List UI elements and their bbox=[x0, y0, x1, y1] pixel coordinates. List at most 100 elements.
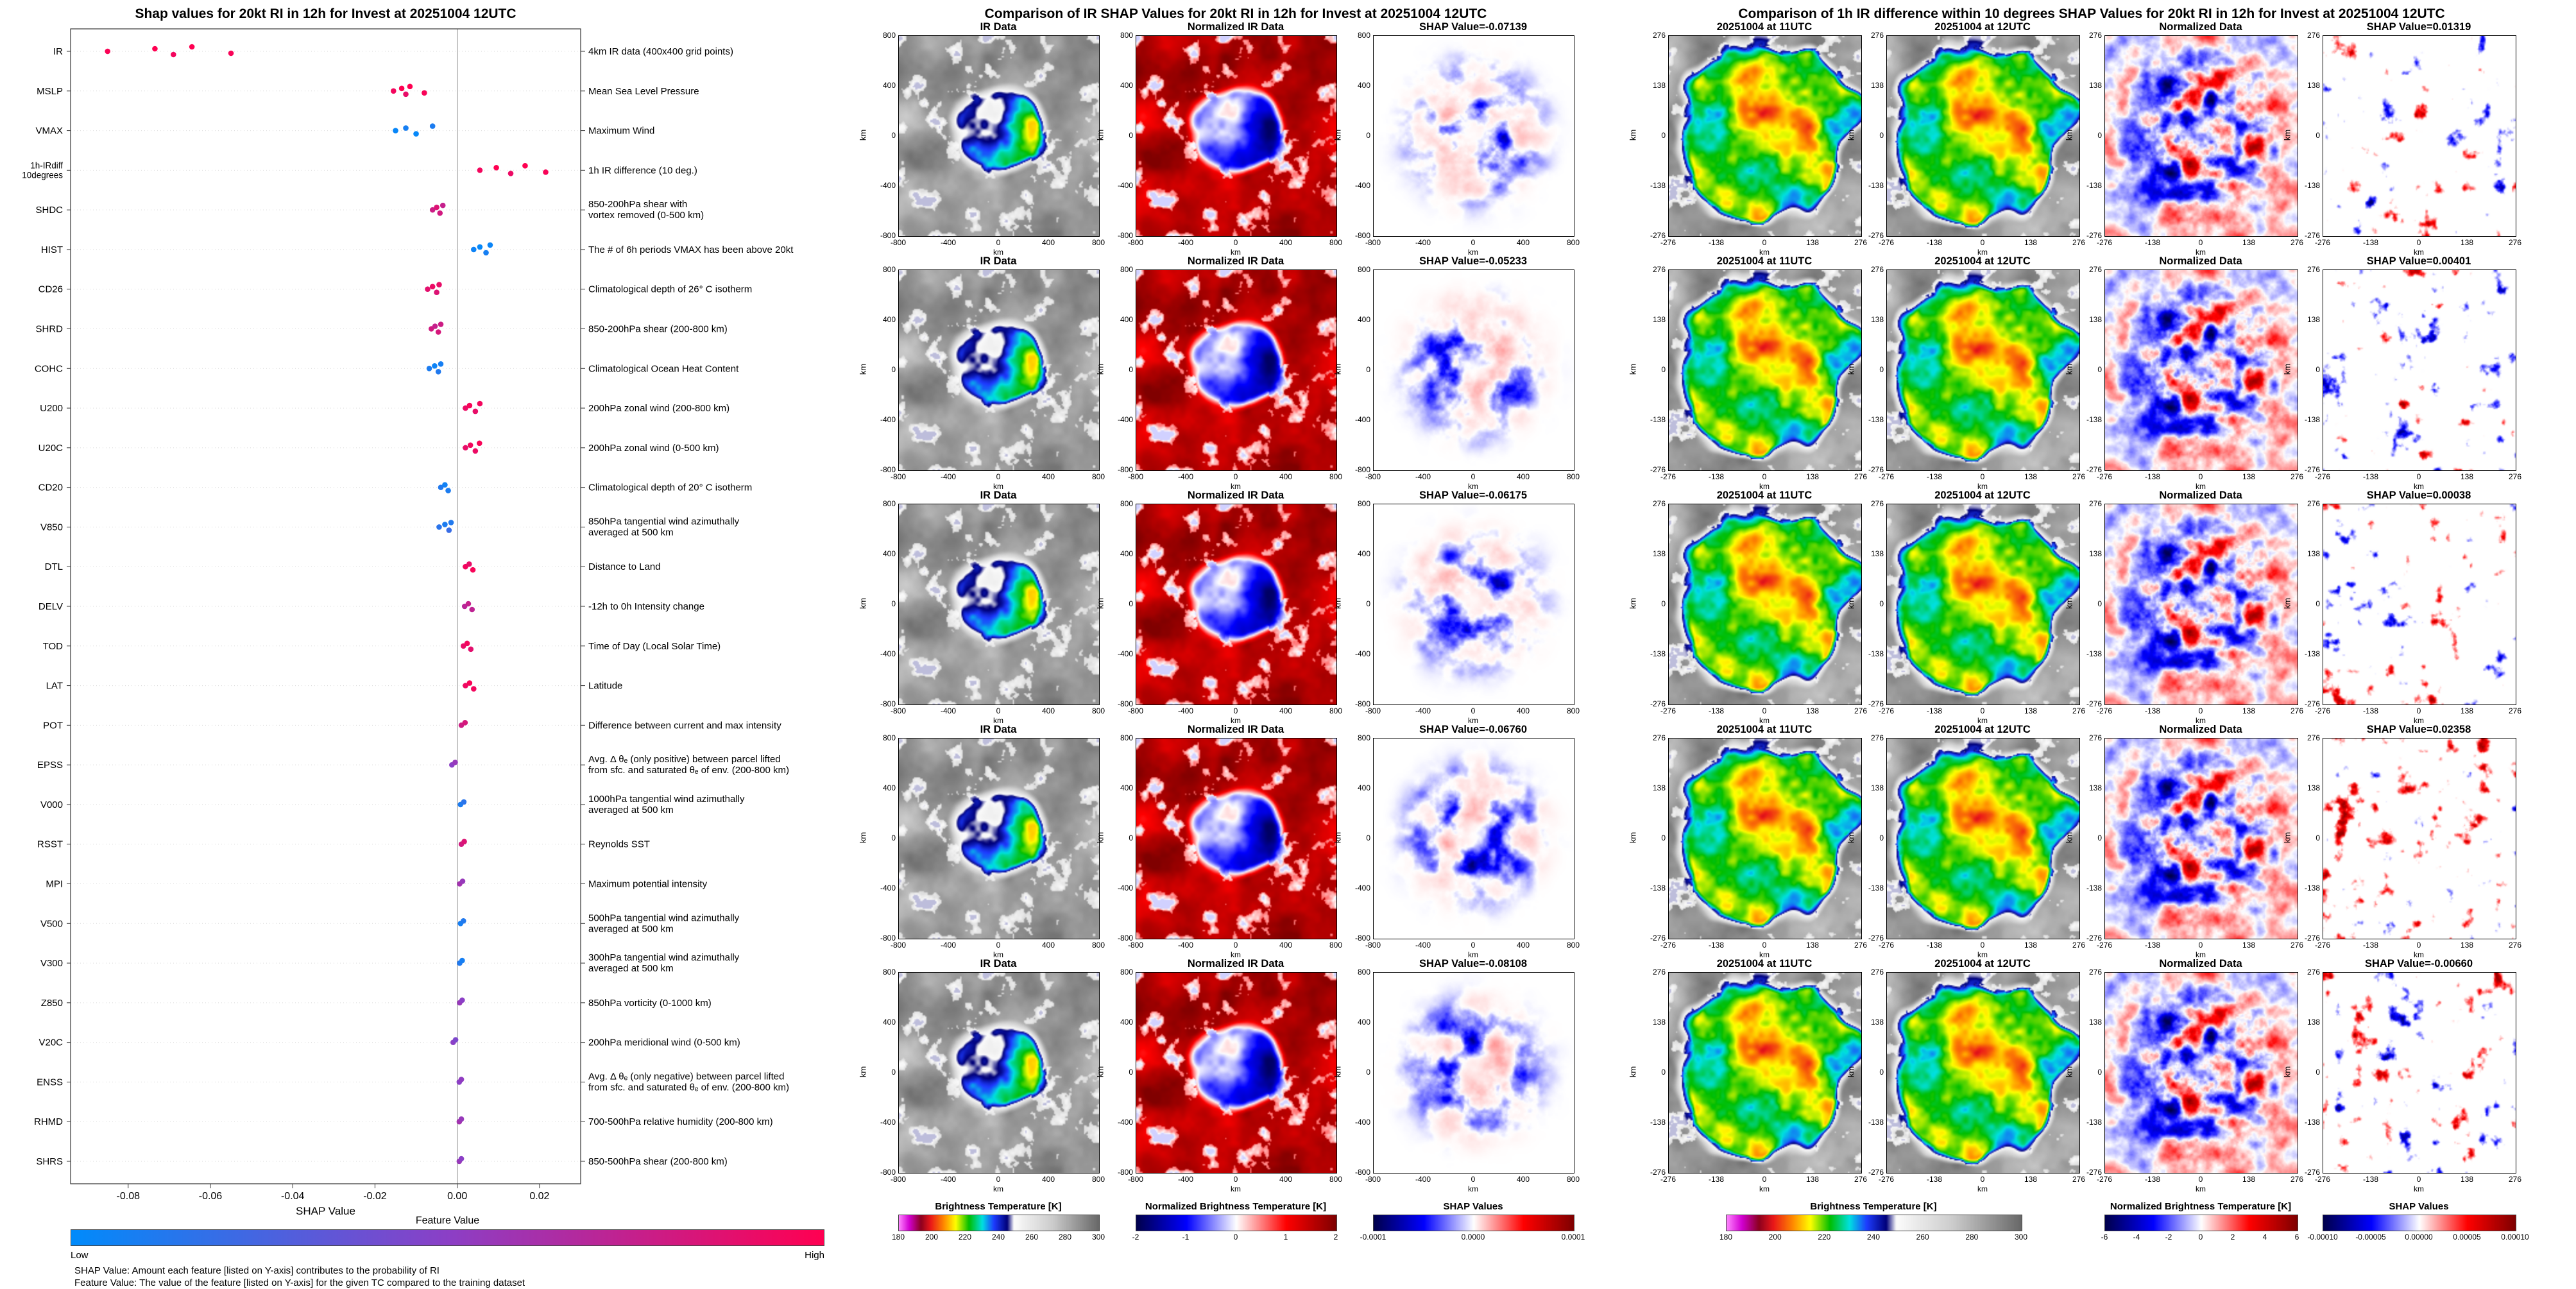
x-tick-label: 400 bbox=[1516, 941, 1530, 950]
x-tick-label: 0 bbox=[1471, 706, 1476, 715]
colorbar-tick-label: -0.00005 bbox=[2355, 1233, 2386, 1242]
y-tick-label: 276 bbox=[2088, 265, 2102, 274]
shap-point bbox=[438, 321, 444, 327]
colorbar-label: Normalized Brightness Temperature [K] bbox=[2110, 1201, 2292, 1212]
feature-annotation: 1h IR difference (10 deg.) bbox=[588, 165, 697, 176]
normalized-ir-image bbox=[1136, 972, 1337, 1174]
shap-point bbox=[429, 123, 436, 129]
y-tick-label: -800 bbox=[880, 1168, 896, 1177]
y-tick-label: 276 bbox=[2307, 733, 2320, 742]
y-tick-label: 800 bbox=[1120, 733, 1133, 742]
y-tick-label: -800 bbox=[1354, 699, 1370, 708]
x-tick-label: 0 bbox=[2198, 941, 2203, 950]
feature-annotation-line: Mean Sea Level Pressure bbox=[588, 86, 699, 97]
y-tick-label: 800 bbox=[1357, 968, 1370, 977]
subplot-title: IR Data bbox=[980, 724, 1017, 735]
feature-label: DELV bbox=[38, 601, 63, 612]
feature-label: CD20 bbox=[38, 482, 63, 493]
feature-label-line: V850 bbox=[40, 522, 63, 533]
x-tick-label: 276 bbox=[1854, 472, 1868, 481]
x-tick-label: 800 bbox=[1566, 238, 1580, 247]
y-tick-label: 0 bbox=[1879, 131, 1884, 140]
normalized-diff-image bbox=[2104, 972, 2298, 1174]
feature-annotation-line: 4km IR data (400x400 grid points) bbox=[588, 46, 733, 57]
y-tick-label: -800 bbox=[1354, 231, 1370, 240]
y-axis-label: km bbox=[1628, 1066, 1638, 1078]
x-axis-label: km bbox=[1468, 248, 1478, 257]
normalized-diff-image bbox=[2104, 504, 2298, 705]
y-axis-label: km bbox=[1095, 832, 1105, 844]
y-tick-label: 800 bbox=[1357, 733, 1370, 742]
feature-annotation: Climatological depth of 20° C isotherm bbox=[588, 482, 752, 493]
shap-point bbox=[445, 488, 451, 493]
y-tick-label: -400 bbox=[1117, 884, 1133, 892]
x-tick-label: -800 bbox=[1365, 472, 1381, 481]
shap-point bbox=[398, 85, 405, 92]
subplot-title: Normalized IR Data bbox=[1187, 724, 1284, 735]
feature-label: TOD bbox=[43, 641, 64, 652]
feature-label-line: CD20 bbox=[38, 482, 63, 493]
x-tick-label: 276 bbox=[1854, 706, 1868, 715]
y-tick-label: -138 bbox=[2086, 1118, 2102, 1127]
x-tick-label: -138 bbox=[2362, 706, 2379, 715]
y-tick-label: -276 bbox=[1650, 934, 1666, 943]
y-tick-label: 138 bbox=[2088, 1018, 2102, 1027]
y-tick-label: 138 bbox=[2307, 1018, 2320, 1027]
subplot-title: Normalized IR Data bbox=[1187, 958, 1284, 969]
y-tick-label: -138 bbox=[1650, 649, 1666, 658]
x-tick-label: -800 bbox=[1365, 238, 1381, 247]
shap-point bbox=[508, 171, 514, 176]
x-tick-label: 0 bbox=[1762, 941, 1767, 950]
colorbar-tick-label: 280 bbox=[1058, 1233, 1072, 1242]
y-tick-label: 276 bbox=[1652, 31, 1666, 40]
feature-label: SHRS bbox=[36, 1156, 63, 1167]
plot-box bbox=[70, 28, 581, 1184]
shap-point bbox=[462, 720, 468, 726]
y-axis-label: km bbox=[1846, 832, 1856, 844]
x-tick-label: -400 bbox=[1415, 1175, 1431, 1184]
y-axis-label: km bbox=[1628, 597, 1638, 610]
colorbar-ir bbox=[898, 1215, 1100, 1231]
y-tick-label: -138 bbox=[1868, 884, 1884, 892]
y-tick-label: 138 bbox=[1870, 549, 1884, 558]
x-tick-label: 138 bbox=[1805, 238, 1820, 247]
subplot-title: SHAP Value=-0.05233 bbox=[1419, 255, 1527, 267]
subplot-title: SHAP Value=-0.08108 bbox=[1419, 958, 1527, 969]
x-axis-label: km bbox=[993, 716, 1003, 725]
subplot-title: 20251004 at 12UTC bbox=[1934, 958, 2031, 969]
x-tick-label: 400 bbox=[1279, 706, 1293, 715]
x-tick-label: 138 bbox=[1805, 1175, 1820, 1184]
x-tick-label: 276 bbox=[2072, 941, 2086, 950]
x-tick-label: -400 bbox=[940, 472, 957, 481]
x-tick-label: -138 bbox=[1708, 238, 1725, 247]
subplot-title: Normalized IR Data bbox=[1187, 21, 1284, 33]
feature-annotation: 850-200hPa shear (200-800 km) bbox=[588, 324, 728, 335]
feature-label-line: LAT bbox=[46, 681, 63, 692]
y-tick-label: -800 bbox=[880, 699, 896, 708]
feature-annotation: 200hPa meridional wind (0-500 km) bbox=[588, 1037, 740, 1048]
y-tick-label: -138 bbox=[1650, 415, 1666, 424]
x-tick-label: -138 bbox=[2362, 941, 2379, 950]
y-tick-label: 138 bbox=[2088, 315, 2102, 324]
x-tick-label: -138 bbox=[1926, 238, 1943, 247]
feature-label: V300 bbox=[40, 958, 63, 969]
subplot-title: 20251004 at 12UTC bbox=[1934, 490, 2031, 501]
feature-label: VMAX bbox=[35, 126, 63, 137]
y-tick-label: -800 bbox=[880, 934, 896, 943]
y-tick-label: -138 bbox=[1650, 884, 1666, 892]
shap-point bbox=[459, 997, 465, 1003]
feature-annotation-line: The # of 6h periods VMAX has been above … bbox=[588, 244, 794, 255]
y-tick-label: 0 bbox=[2097, 131, 2102, 140]
x-tick-label: 276 bbox=[1854, 941, 1868, 950]
feature-annotation-line: from sfc. and saturated θₑ of env. (200-… bbox=[588, 765, 789, 776]
x-axis-label: km bbox=[993, 950, 1003, 959]
y-tick-label: -138 bbox=[2304, 415, 2320, 424]
shap-point bbox=[466, 402, 473, 409]
x-tick-label: 138 bbox=[2024, 238, 2038, 247]
feature-annotation-line: vortex removed (0-500 km) bbox=[588, 210, 704, 221]
colorbar-tick-label: -2 bbox=[1132, 1233, 1139, 1242]
y-tick-label: 800 bbox=[1357, 265, 1370, 274]
colorbar-tick-label: 300 bbox=[1091, 1233, 1105, 1242]
shap-point bbox=[434, 204, 439, 210]
y-tick-label: -800 bbox=[1354, 465, 1370, 474]
